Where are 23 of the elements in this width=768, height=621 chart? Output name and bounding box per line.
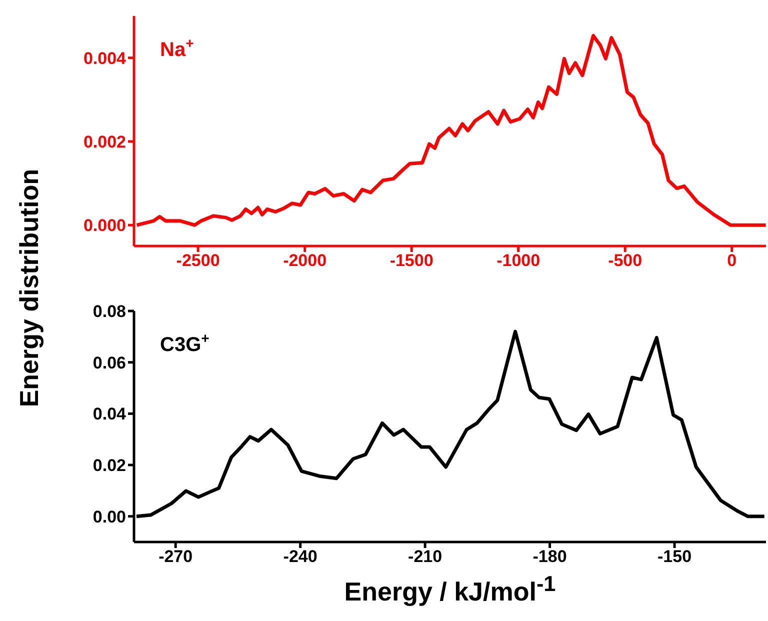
y-tick-label: 0.04 <box>92 404 127 424</box>
x-tick-label: -150 <box>658 547 692 566</box>
y-tick-label: 0.02 <box>92 456 126 476</box>
x-tick-label: -180 <box>532 547 567 566</box>
y-axis-title: Energy distribution <box>14 168 44 408</box>
x-tick-label: 0 <box>727 251 737 270</box>
x-tick-label: -1000 <box>496 251 540 270</box>
y-tick-label: 0.00 <box>92 507 126 526</box>
x-tick-label: -2500 <box>176 251 220 270</box>
y-tick-label: 0.08 <box>92 302 126 322</box>
x-tick-label: -1500 <box>390 251 434 270</box>
y-tick-label: 0.000 <box>83 216 126 236</box>
annotation: Na$^{+}$ <box>160 35 194 61</box>
y-tick-label: 0.004 <box>83 48 127 68</box>
x-tick-label: -2000 <box>283 251 327 270</box>
annotation: C3G$^{+}$ <box>160 330 210 356</box>
y-tick-label: 0.06 <box>92 353 126 372</box>
x-tick-label: -270 <box>158 547 193 566</box>
y-tick-label: 0.002 <box>83 132 126 152</box>
x-tick-label: -500 <box>608 251 642 270</box>
x-tick-label: -210 <box>408 547 442 566</box>
x-tick-label: -240 <box>283 547 318 566</box>
x-axis-title: Energy / kJ/mol$^{-1}$ <box>343 570 557 608</box>
